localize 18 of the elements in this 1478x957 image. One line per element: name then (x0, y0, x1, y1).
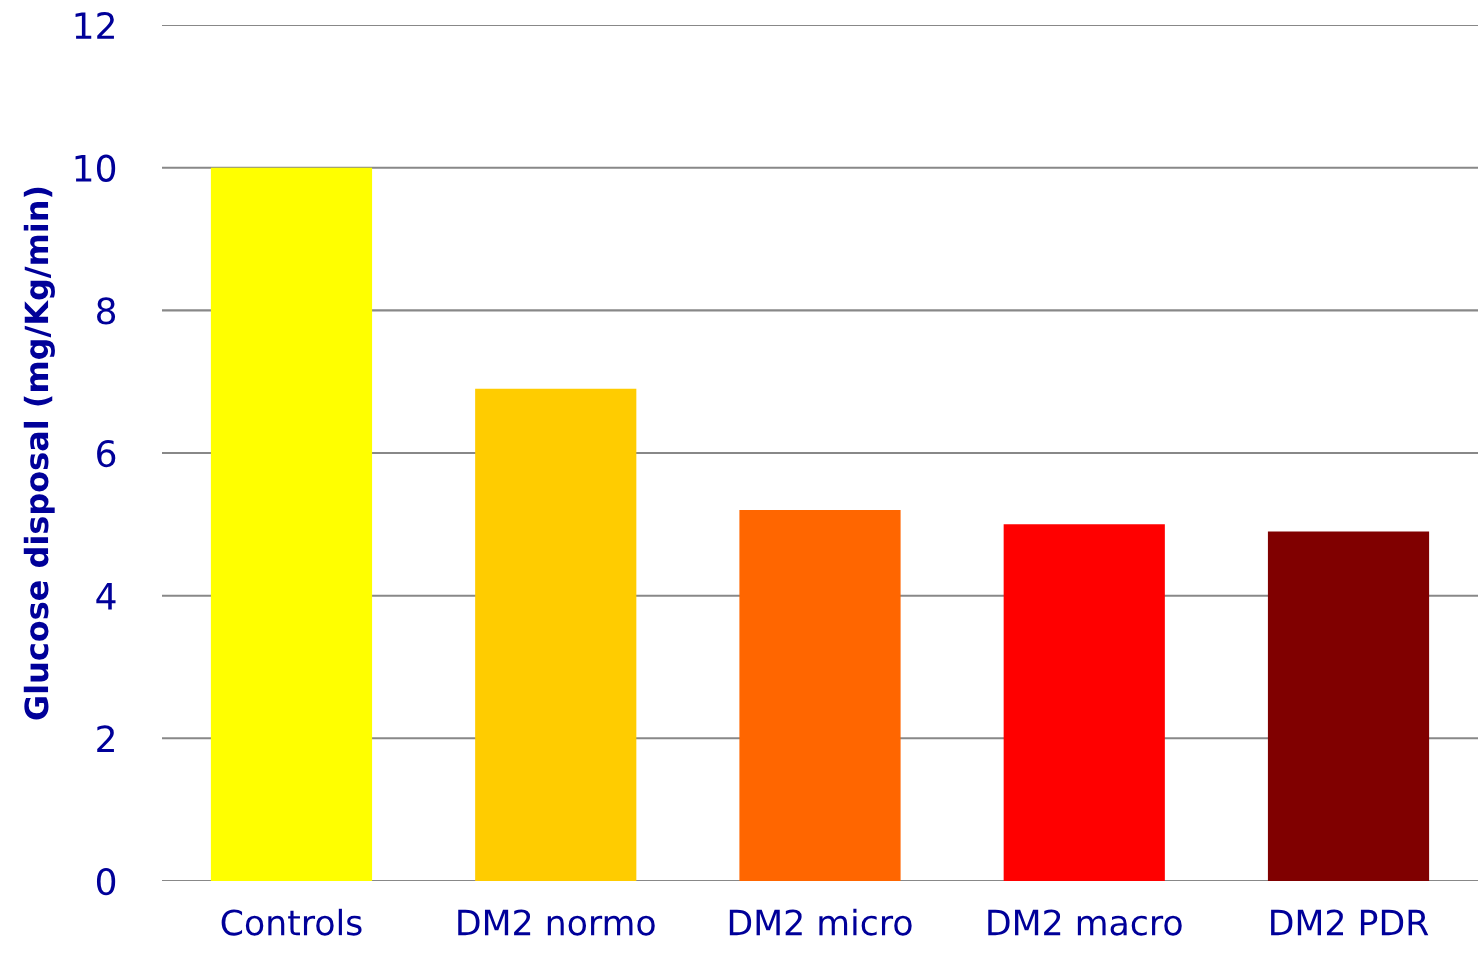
x-tick-label: DM2 PDR (1271, 909, 1429, 936)
y-tick-label: 2 (97, 725, 114, 753)
y-tick-label: 10 (75, 154, 116, 182)
x-tick-label: Controls (221, 908, 362, 936)
y-tick-label: 6 (97, 439, 116, 468)
bar (475, 388, 637, 881)
x-tick-label: DM2 micro (729, 908, 912, 936)
bar (1267, 531, 1430, 881)
y-tick-label: 4 (96, 583, 116, 610)
y-tick-label: 8 (97, 297, 116, 325)
y-tick-label: 0 (96, 867, 116, 896)
bar (210, 167, 373, 881)
y-tick-label: 12 (75, 11, 114, 39)
bar (739, 510, 901, 881)
y-axis-title: Glucose disposal (mg/Kg/min) (23, 187, 55, 720)
bar (1003, 524, 1165, 881)
x-tick-label: DM2 macro (988, 909, 1182, 936)
x-tick-label: DM2 normo (458, 909, 655, 936)
